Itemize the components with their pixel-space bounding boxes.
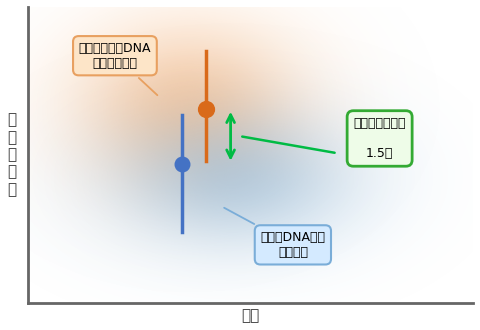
Text: 普通のDNA型の
人の分布: 普通のDNA型の 人の分布 bbox=[224, 208, 325, 259]
Point bbox=[178, 161, 185, 166]
Text: あなたと同じDNA
型の人の分布: あなたと同じDNA 型の人の分布 bbox=[79, 42, 157, 95]
X-axis label: 年齢: 年齢 bbox=[241, 308, 260, 323]
Text: 集団の平均値が

1.5倍: 集団の平均値が 1.5倍 bbox=[353, 117, 406, 160]
Point bbox=[202, 106, 210, 112]
Y-axis label: 疾
患
リ
ス
ク: 疾 患 リ ス ク bbox=[7, 113, 16, 197]
